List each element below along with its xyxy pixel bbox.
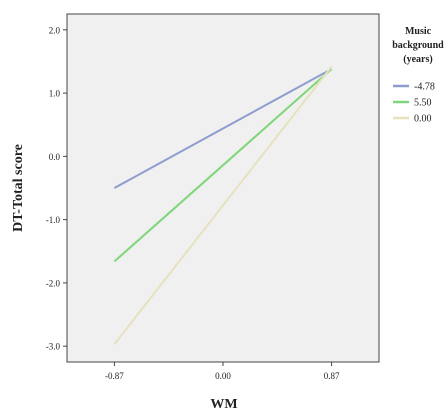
legend-title-line-1: Music (405, 26, 432, 37)
x-tick-label: 0.87 (324, 371, 340, 381)
y-tick-label: -3.0 (46, 342, 61, 352)
y-tick-label: 1.0 (49, 89, 61, 99)
series-line-1 (113, 68, 333, 263)
x-axis: -0.87 0.00 0.87 (105, 362, 340, 381)
series-line-0 (113, 68, 333, 189)
legend-title-line-3: (years) (403, 54, 432, 65)
legend-label-2: 0.00 (414, 114, 432, 125)
plot-area (66, 13, 380, 363)
y-tick-label: 2.0 (49, 25, 61, 35)
x-axis-label: WM (210, 397, 237, 412)
legend: Music background (years) -4.78 5.50 0.00 (392, 26, 444, 125)
y-axis-label: DT-Total score (11, 144, 26, 232)
legend-title-line-2: background (392, 40, 444, 51)
y-axis: 2.0 1.0 0.0 -1.0 -2.0 -3.0 (46, 25, 67, 352)
y-tick-label: -1.0 (46, 215, 61, 225)
legend-label-1: 5.50 (414, 98, 432, 109)
legend-label-0: -4.78 (414, 82, 435, 93)
x-tick-label: 0.00 (215, 371, 231, 381)
series-line-2 (113, 65, 333, 345)
y-tick-label: 0.0 (49, 152, 61, 162)
x-tick-label: -0.87 (105, 371, 124, 381)
y-tick-label: -2.0 (46, 278, 61, 288)
series-lines (113, 65, 333, 345)
